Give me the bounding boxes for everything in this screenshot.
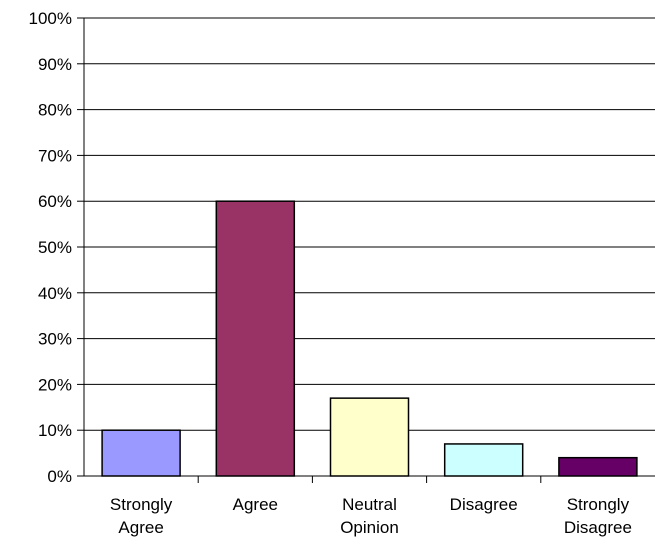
- y-tick-label: 80%: [38, 101, 72, 120]
- y-tick-label: 0%: [47, 467, 72, 486]
- axes: [77, 17, 655, 483]
- x-category-label: Strongly Agree: [110, 495, 173, 537]
- x-category-label: Disagree: [450, 495, 518, 514]
- x-category-labels: Strongly Agree Agree Neutral Opinion Disagree…: [110, 495, 632, 537]
- x-category-label: Strongly Disagree: [564, 495, 632, 537]
- gridlines: [84, 17, 655, 431]
- y-tick-label: 20%: [38, 375, 72, 394]
- bar: [558, 456, 638, 477]
- y-tick-label: 100%: [29, 9, 72, 28]
- y-tick-label: 50%: [38, 238, 72, 257]
- y-tick-label: 30%: [38, 330, 72, 349]
- y-tick-label: 40%: [38, 284, 72, 303]
- bar: [215, 200, 296, 477]
- bar: [329, 397, 410, 477]
- x-category-label: Agree: [233, 495, 278, 514]
- y-tick-label: 10%: [38, 421, 72, 440]
- x-category-label: Neutral Opinion: [340, 495, 399, 537]
- bar: [443, 443, 524, 477]
- y-tick-label: 70%: [38, 146, 72, 165]
- bar: [101, 429, 181, 477]
- y-tick-label: 60%: [38, 192, 72, 211]
- y-tick-label: 90%: [38, 55, 72, 74]
- y-tick-labels: 0% 10% 20% 30% 40% 50% 60% 70% 80% 90% 100%: [29, 9, 72, 486]
